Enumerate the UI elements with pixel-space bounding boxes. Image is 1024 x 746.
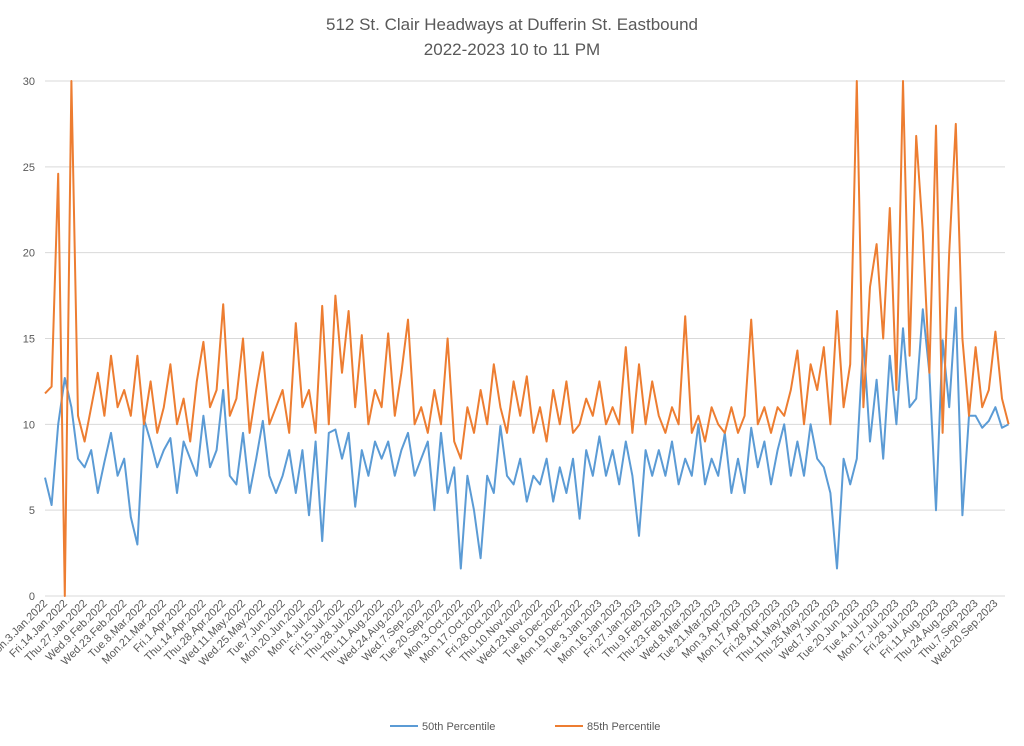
y-tick-label: 20 <box>23 248 35 260</box>
chart-title: 512 St. Clair Headways at Dufferin St. E… <box>326 15 698 34</box>
data-line <box>44 306 1010 570</box>
legend-label: 85th Percentile <box>587 721 660 733</box>
legend-label: 50th Percentile <box>422 721 495 733</box>
y-tick-label: 30 <box>23 76 35 88</box>
data-line <box>44 80 1010 597</box>
y-tick-label: 15 <box>23 334 35 346</box>
y-tick-label: 10 <box>23 419 35 431</box>
chart-subtitle: 2022-2023 10 to 11 PM <box>424 40 600 59</box>
y-tick-label: 0 <box>29 591 35 603</box>
y-tick-label: 5 <box>29 505 35 517</box>
y-tick-label: 25 <box>23 162 35 174</box>
